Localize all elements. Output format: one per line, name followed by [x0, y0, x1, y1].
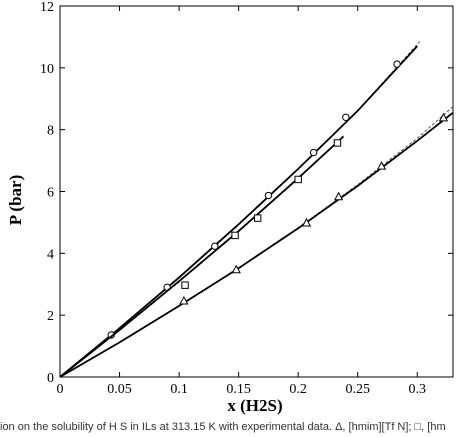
data-point-square	[181, 281, 189, 289]
data-point-square	[231, 231, 239, 240]
model-line-solid	[59, 45, 418, 378]
data-point-circle	[211, 242, 219, 250]
model-line-solid	[59, 111, 454, 378]
model-line-dashed	[59, 106, 454, 378]
y-tick-label: 4	[47, 247, 54, 262]
data-point-triangle	[179, 295, 189, 305]
x-tick-label: 0.1	[170, 382, 188, 397]
x-tick-label: 0	[57, 382, 64, 397]
x-axis-title: x (H2S)	[227, 396, 282, 415]
data-point-triangle	[438, 112, 449, 122]
plot-area: 0 0.05 0.1 0.15 0.2 0.25 0.3 0 2 4 6 8 10 12	[40, 0, 454, 397]
data-point-square	[333, 139, 342, 147]
y-axis-title: P (bar)	[6, 175, 25, 226]
data-point-triangle	[376, 161, 387, 170]
y-tick-label: 8	[47, 124, 54, 139]
x-tick-label: 0.25	[345, 382, 370, 397]
x-tick-label: 0.2	[289, 382, 307, 397]
y-tick-label: 10	[40, 62, 54, 77]
data-point-circle	[393, 60, 401, 68]
data-point-square	[253, 214, 262, 222]
y-tick-label: 12	[40, 0, 54, 15]
data-point-square	[294, 175, 302, 184]
data-point-circle	[309, 148, 318, 157]
x-tick-label: 0.15	[226, 382, 251, 397]
x-tick-label: 0.3	[409, 382, 427, 397]
y-tick-label: 2	[47, 309, 54, 324]
model-line-dashed	[59, 41, 421, 378]
y-tick-label: 6	[47, 186, 54, 201]
figure-caption: ion on the solubility of H S in ILs at 3…	[0, 421, 446, 433]
plot-frame	[59, 5, 454, 378]
data-point-circle	[342, 113, 350, 122]
y-tick-label: 0	[47, 371, 54, 386]
data-point-circle	[264, 191, 273, 200]
x-tick-label: 0.05	[107, 382, 132, 397]
data-point-triangle	[334, 191, 344, 201]
model-line-solid	[59, 135, 345, 378]
data-point-triangle	[231, 264, 241, 274]
data-point-triangle	[301, 217, 312, 227]
